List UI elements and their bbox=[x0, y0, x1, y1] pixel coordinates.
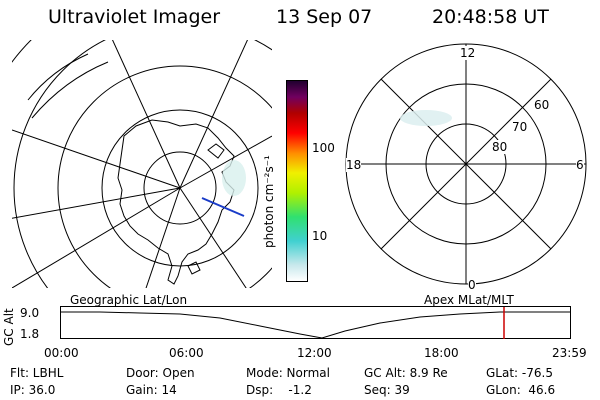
mlt-label-18: 18 bbox=[346, 158, 362, 172]
info-door: Door: Open bbox=[126, 366, 195, 380]
colorbar-tick-100: 100 bbox=[312, 141, 335, 155]
mlt-label-12: 12 bbox=[460, 46, 476, 60]
lat-ring bbox=[57, 65, 272, 288]
aurora-glow bbox=[222, 160, 246, 196]
timeline-frame bbox=[60, 306, 571, 339]
info-glat: GLat: -76.5 bbox=[486, 366, 553, 380]
info-gain: Gain: 14 bbox=[126, 383, 177, 397]
info-ip: IP: 36.0 bbox=[10, 383, 56, 397]
altitude-curve bbox=[61, 311, 570, 339]
polar-plot bbox=[345, 43, 587, 285]
info-dsp: Dsp: -1.2 bbox=[246, 383, 312, 397]
time-label: 20:48:58 UT bbox=[432, 6, 549, 28]
colorbar bbox=[286, 80, 308, 282]
info-glon: GLon: 46.6 bbox=[486, 383, 556, 397]
timeline-x-tick-1200: 12:00 bbox=[297, 346, 332, 360]
lat-ring bbox=[13, 40, 272, 288]
lat-ring bbox=[143, 151, 217, 225]
geographic-label: Geographic Lat/Lon bbox=[70, 293, 188, 307]
colorbar-unit-label: photon cm⁻²s⁻¹ bbox=[262, 155, 276, 248]
altitude-timeline bbox=[60, 306, 571, 339]
info-mode: Mode: Normal bbox=[246, 366, 330, 380]
lat-label-80: 80 bbox=[492, 140, 508, 154]
instrument-title: Ultraviolet Imager bbox=[48, 6, 221, 28]
lat-label-70: 70 bbox=[512, 120, 528, 134]
timeline-x-tick-2359: 23:59 bbox=[552, 346, 587, 360]
timeline-y-tick-max: 9.0 bbox=[20, 306, 40, 320]
lat-label-60: 60 bbox=[534, 98, 550, 112]
info-filter: Flt: LBHL bbox=[10, 366, 64, 380]
mlt-label-6: 6 bbox=[576, 158, 584, 172]
antarctica-outline bbox=[117, 119, 235, 285]
timeline-x-tick-0000: 00:00 bbox=[44, 346, 79, 360]
info-seq: Seq: 39 bbox=[364, 383, 410, 397]
info-gc-alt: GC Alt: 8.9 Re bbox=[364, 366, 448, 380]
satellite-track bbox=[201, 197, 245, 217]
geographic-map bbox=[12, 40, 272, 288]
aurora-oval bbox=[400, 110, 452, 126]
colorbar-tick-10: 10 bbox=[312, 229, 328, 243]
date-label: 13 Sep 07 bbox=[276, 6, 373, 28]
apex-label: Apex MLat/MLT bbox=[424, 293, 514, 307]
lat-ring bbox=[101, 109, 259, 267]
mlt-label-0: 0 bbox=[468, 278, 476, 292]
timeline-y-axis-label: GC Alt bbox=[2, 308, 16, 346]
timeline-x-tick-0600: 06:00 bbox=[169, 346, 204, 360]
timeline-y-tick-min: 1.8 bbox=[20, 327, 40, 341]
timeline-x-tick-1800: 18:00 bbox=[424, 346, 459, 360]
